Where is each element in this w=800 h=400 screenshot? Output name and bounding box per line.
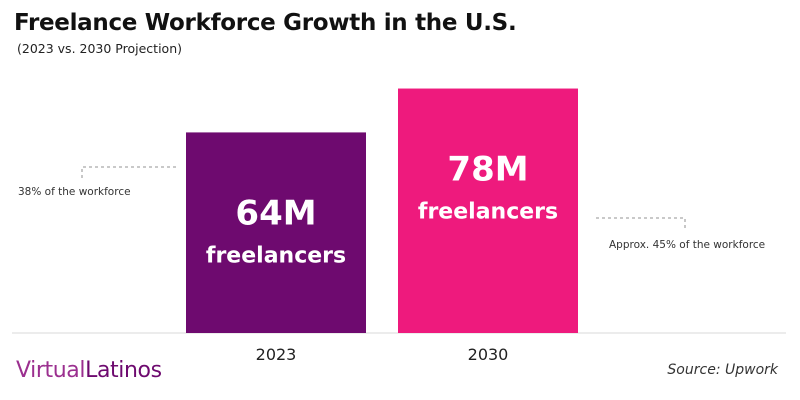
bar-2023 xyxy=(186,132,366,333)
chart-title: Freelance Workforce Growth in the U.S. xyxy=(14,10,517,36)
logo-latinos-text: Latinos xyxy=(85,358,162,383)
annotation-leader-2030 xyxy=(596,217,686,230)
data-label-value-2023: 64M xyxy=(235,193,316,233)
x-tick-label-2030: 2030 xyxy=(468,345,509,364)
logo-virtual-text: Virtual xyxy=(16,358,86,383)
bar-2030 xyxy=(398,88,578,333)
annotation-leader-2023 xyxy=(81,166,176,179)
data-label-unit-2030: freelancers xyxy=(418,200,558,225)
annotation-2023: 38% of the workforce xyxy=(18,186,131,198)
source-note: Source: Upwork xyxy=(667,362,778,378)
virtual-latinos-logo: VirtualLatinos xyxy=(16,358,162,383)
annotation-2030: Approx. 45% of the workforce xyxy=(609,239,765,251)
x-tick-label-2023: 2023 xyxy=(256,345,297,364)
data-label-unit-2023: freelancers xyxy=(206,243,346,268)
data-label-value-2030: 78M xyxy=(447,150,528,190)
chart-subtitle: (2023 vs. 2030 Projection) xyxy=(17,41,182,56)
